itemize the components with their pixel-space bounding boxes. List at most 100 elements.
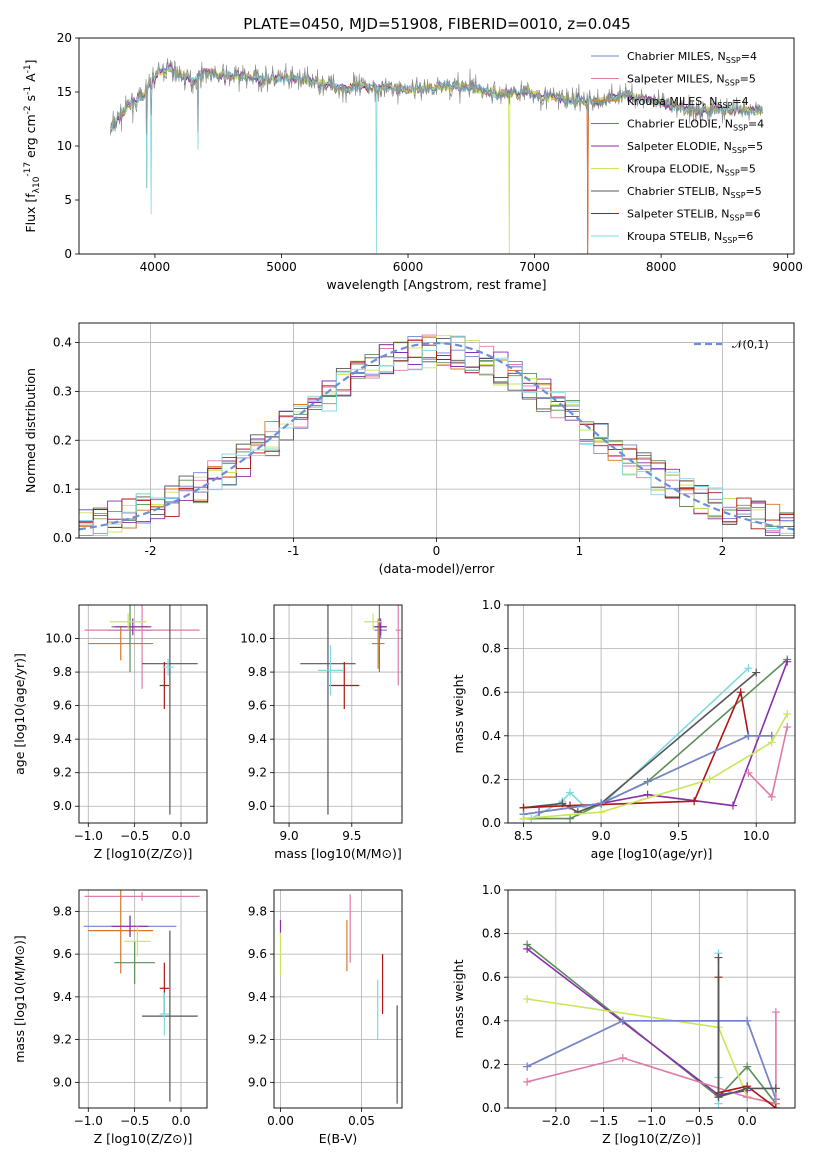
age_vs_mass-x-axis-label: mass [log10(M/M⊙)] (274, 846, 402, 861)
weight-marker (767, 738, 776, 747)
errorbar-point (84, 892, 200, 901)
weight_vs_age-plot-area (519, 655, 792, 823)
weight-marker (783, 710, 792, 718)
legend-label-value: =4 (732, 95, 748, 108)
spectrum-x-tick-label: 6000 (393, 260, 424, 274)
legend-label-value: =5 (740, 73, 756, 86)
weight-marker (783, 723, 792, 732)
weight_vs_Z-x-tick-label: −2.0 (541, 1114, 570, 1128)
legend-label-value: =5 (747, 140, 763, 153)
weight_vs_Z-y-tick-label: 0.8 (482, 927, 501, 941)
spectrum-y-axis-label-part: s (23, 95, 38, 106)
spectrum-y-axis-label-script: -2 (23, 105, 33, 114)
mass_vs_ebv-y-tick-label: 9.0 (248, 1075, 267, 1089)
legend-label-value: =6 (744, 208, 760, 221)
weight-vs-metallicity-panel: −2.0 −1.5 −1.0 −0.5 0.0 0.0 0.2 0.4 0.6 0.8 1.0 Z [… (451, 883, 796, 1146)
mass_vs_Z-x-axis-label-part: Z [log10(Z/Z⊙)] (94, 1131, 193, 1146)
residuals-x-tick-label: -2 (145, 544, 157, 558)
age_vs_mass-x-axis-label-part: mass [log10(M/M⊙)] (274, 846, 402, 861)
age_vs_mass-y-tick-label: 9.8 (248, 665, 267, 679)
histogram-step-line (79, 338, 794, 538)
age_vs_Z-x-axis-label: Z [log10(Z/Z⊙)] (94, 846, 193, 861)
age-vs-mass-panel: 9.0 9.5 9.0 9.2 9.4 9.6 9.8 10.0 mass [log10(M/M… (240, 604, 403, 861)
mass_vs_Z-frame (78, 889, 208, 1109)
figure-title: PLATE=0450, MJD=51908, FIBERID=0010, z=0… (243, 15, 630, 33)
weight_vs_age-y-tick-label: 0.6 (482, 685, 501, 699)
age_vs_Z-y-tick-label: 9.2 (53, 766, 72, 780)
mass_vs_Z-x-tick-label: −0.5 (120, 1114, 149, 1128)
errorbar-point (114, 941, 156, 985)
spectrum-y-axis-label-script: -17 (23, 162, 33, 177)
mass_vs_Z-y-axis-label-part: mass [log10(M/M⊙)] (12, 935, 27, 1063)
legend-label-sub: SSP (733, 124, 748, 133)
mass-vs-extinction-panel: 0.00 0.05 9.0 9.2 9.4 9.6 9.8 E(B-V) (248, 889, 403, 1146)
age_vs_mass-y-tick-label: 10.0 (240, 632, 267, 646)
legend-label: Salpeter STELIB, NSSP=6 (627, 208, 761, 223)
residuals-y-tick-label: 0.2 (53, 433, 72, 447)
weight_vs_age-x-tick-label: 8.5 (514, 829, 533, 843)
spectrum-y-tick-label: 0 (64, 247, 72, 261)
age_vs_Z-y-tick-label: 10.0 (45, 632, 72, 646)
errorbar-point (162, 658, 174, 676)
spectrum-x-tick-label: 9000 (772, 260, 803, 274)
weight-marker (744, 731, 753, 740)
legend-label-value: =4 (748, 118, 764, 131)
weight_vs_age-x-tick-label: 9.5 (669, 829, 688, 843)
weight-marker (523, 995, 532, 1003)
residuals-plot-area (79, 334, 794, 538)
weight-marker (523, 944, 532, 953)
histogram-step-line (79, 335, 794, 538)
weight-marker (771, 1104, 780, 1108)
errorbar-point (371, 618, 385, 669)
mass_vs_ebv-x-tick-label: 0.05 (348, 1114, 375, 1128)
mass_vs_Z-y-axis-label: mass [log10(M/M⊙)] (12, 935, 27, 1063)
errorbar-point (88, 626, 154, 661)
legend-label-text: Salpeter STELIB, N (627, 208, 729, 221)
errorbar-point (159, 662, 169, 709)
legend-label-text: Salpeter MILES, N (627, 73, 725, 86)
legend-label-value: =4 (741, 50, 757, 63)
weight-marker (519, 814, 528, 823)
errorbar-point (88, 890, 154, 974)
weight_vs_Z-y-tick-label: 0.4 (482, 1014, 501, 1028)
weight_vs_Z-x-tick-label: −1.0 (637, 1114, 666, 1128)
weight-marker (771, 1008, 780, 1017)
legend-label: Salpeter MILES, NSSP=5 (627, 73, 756, 88)
weight-series-line (523, 689, 750, 809)
weight_vs_age-y-tick-label: 0.2 (482, 772, 501, 786)
legend-label-sub: SSP (726, 56, 741, 65)
legend-label-sub: SSP (725, 79, 740, 88)
legend-label: Chabrier ELODIE, NSSP=4 (627, 118, 764, 133)
residuals-y-tick-label: 0.4 (53, 336, 72, 350)
errorbar-point (84, 605, 200, 689)
residuals-frame (78, 322, 795, 539)
mass_vs_Z-y-tick-label: 9.6 (53, 947, 72, 961)
residual-histogram-panel: -2 -1 0 1 2 0.0 0.1 0.2 0.3 0.4 (data-model)/error… (23, 322, 795, 576)
weight-marker (597, 808, 606, 817)
mass_vs_ebv-y-tick-label: 9.2 (248, 1033, 267, 1047)
weight_vs_Z-x-axis-label-part: Z [log10(Z/Z⊙)] (602, 1131, 701, 1146)
age_vs_Z-y-axis-label-part: age [log10(age/yr)] (12, 653, 27, 775)
spectrum-panel: 4000 5000 6000 7000 8000 9000 0 5 10 15 20 waveleng… (23, 31, 803, 292)
legend-label-sub: SSP (725, 169, 740, 178)
weight-series-line (523, 658, 788, 820)
age_vs_Z-y-tick-label: 9.8 (53, 665, 72, 679)
residuals-x-tick-label: 0 (433, 544, 441, 558)
age_vs_Z-x-tick-label: 0.0 (171, 829, 190, 843)
spectrum-y-axis-label-script: -1 (23, 86, 33, 95)
weight-marker (744, 768, 753, 777)
errorbar-point (124, 926, 151, 957)
legend-label: Kroupa ELODIE, NSSP=5 (627, 163, 756, 178)
age_vs_Z-y-tick-label: 9.4 (53, 732, 72, 746)
spectrum-x-tick-label: 8000 (646, 260, 677, 274)
weight_vs_Z-y-tick-label: 0.0 (482, 1101, 501, 1115)
residuals-y-axis-label: Normed distribution (23, 368, 38, 493)
weight-marker (523, 1077, 532, 1086)
weight-marker (743, 1062, 752, 1071)
legend-label-sub: SSP (722, 236, 737, 245)
errorbar-point (142, 605, 198, 815)
mass_vs_ebv-y-tick-label: 9.8 (248, 904, 267, 918)
age_vs_Z-plot-area (84, 605, 200, 815)
weight-marker (714, 1093, 723, 1102)
weight-marker (744, 664, 753, 673)
